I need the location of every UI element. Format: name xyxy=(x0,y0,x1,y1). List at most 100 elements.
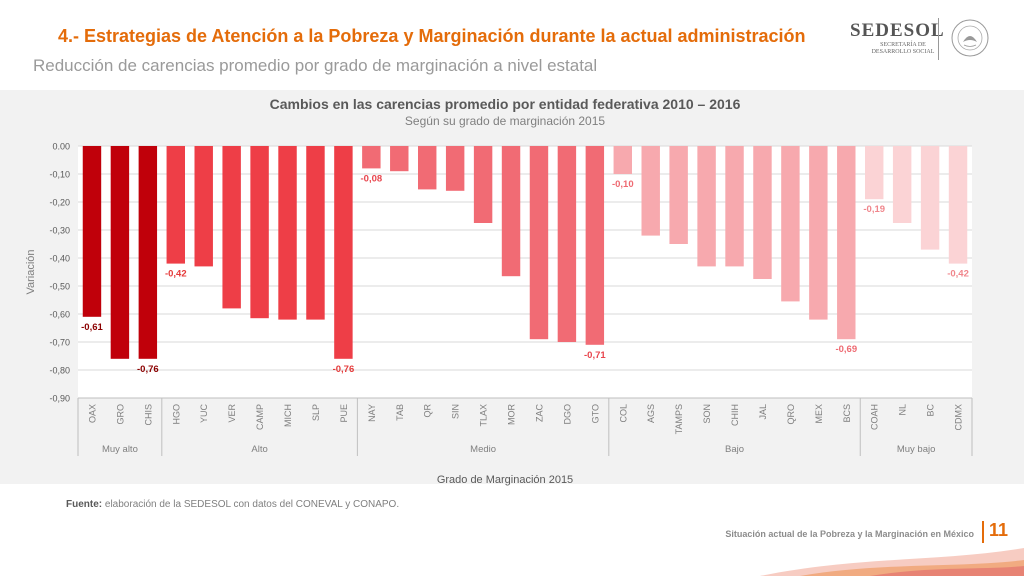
bar xyxy=(948,146,968,264)
x-tick-label: OAX xyxy=(87,404,97,423)
data-label: -0,19 xyxy=(863,204,885,215)
y-tick-label: -0,80 xyxy=(49,366,70,376)
bar xyxy=(837,146,856,340)
bar xyxy=(697,146,716,267)
bar xyxy=(473,146,493,223)
bar xyxy=(138,146,158,359)
y-tick-label: -0,60 xyxy=(49,310,70,320)
data-label: -0,76 xyxy=(137,364,159,375)
data-label: -0,42 xyxy=(165,269,187,280)
x-tick-label: COL xyxy=(618,404,628,423)
bar xyxy=(82,146,102,317)
x-tick-label: AGS xyxy=(646,404,656,423)
x-tick-label: MICH xyxy=(283,404,293,427)
y-tick-label: -0,40 xyxy=(49,254,70,264)
y-axis-title: Variación xyxy=(25,249,37,294)
bar xyxy=(110,146,130,359)
source-note: Fuente: elaboración de la SEDESOL con da… xyxy=(66,499,399,510)
x-tick-label: TAB xyxy=(395,404,405,421)
page-title: 4.- Estrategias de Atención a la Pobreza… xyxy=(58,26,806,46)
y-tick-label: -0,90 xyxy=(49,394,70,404)
bar xyxy=(557,146,577,342)
x-tick-label: CHIS xyxy=(143,404,153,426)
bar xyxy=(613,146,633,174)
chart-subtitle: Según su grado de marginación 2015 xyxy=(404,114,606,128)
sedesol-logo: SEDESOL SECRETARÍA DE DESARROLLO SOCIAL xyxy=(846,18,996,64)
footer-text: Situación actual de la Pobreza y la Marg… xyxy=(725,529,974,539)
bar xyxy=(892,146,912,223)
data-label: -0,61 xyxy=(81,322,103,333)
y-tick-label: 0.00 xyxy=(52,142,70,152)
x-tick-label: CHIH xyxy=(730,404,740,426)
source-text: elaboración de la SEDESOL con datos del … xyxy=(104,499,400,510)
x-tick-label: YUC xyxy=(199,404,209,424)
bar xyxy=(641,146,660,236)
x-tick-label: BC xyxy=(926,404,936,417)
chart-title: Cambios en las carencias promedio por en… xyxy=(269,96,741,112)
x-tick-label: GRO xyxy=(115,404,125,425)
source-label: Fuente: xyxy=(66,499,103,510)
data-label: -0,42 xyxy=(947,269,969,280)
footer-separator xyxy=(982,521,984,543)
data-label: -0,08 xyxy=(361,173,383,184)
bar xyxy=(194,146,213,267)
x-tick-label: MEX xyxy=(814,404,824,424)
bar xyxy=(278,146,297,320)
x-axis-title: Grado de Marginación 2015 xyxy=(436,474,574,486)
logo-subtitle: SECRETARÍA DE DESARROLLO SOCIAL xyxy=(871,42,935,55)
group-label: Muy alto xyxy=(102,444,138,455)
x-tick-label: BCS xyxy=(842,404,852,423)
bar xyxy=(166,146,186,264)
data-label: -0,69 xyxy=(835,344,857,355)
bar xyxy=(920,146,940,250)
x-tick-label: QRO xyxy=(786,404,796,425)
group-label: Medio xyxy=(470,444,496,455)
bar xyxy=(669,146,688,244)
y-tick-label: -0,70 xyxy=(49,338,70,348)
bar xyxy=(809,146,828,320)
x-tick-label: JAL xyxy=(758,404,768,420)
bar xyxy=(585,146,605,345)
group-label: Alto xyxy=(251,444,267,455)
bar-chart: 0.00 -0,10 -0,20 -0,30 -0,40 -0,50 -0,60 -0,70 -… xyxy=(25,142,973,456)
x-tick-label: MOR xyxy=(507,404,517,425)
group-label: Bajo xyxy=(725,444,744,455)
x-tick-label: QR xyxy=(423,403,433,417)
x-tick-label: DGO xyxy=(562,404,572,425)
page-subtitle: Reducción de carencias promedio por grad… xyxy=(33,56,598,75)
data-label: -0,76 xyxy=(333,364,355,375)
group-label: Muy bajo xyxy=(897,444,936,455)
y-tick-label: -0,10 xyxy=(49,170,70,180)
x-tick-label: COAH xyxy=(870,404,880,430)
bar xyxy=(864,146,884,200)
x-tick-label: NAY xyxy=(367,404,377,422)
bar xyxy=(250,146,269,319)
bar xyxy=(501,146,521,277)
logo-name: SEDESOL xyxy=(850,20,945,41)
bar xyxy=(725,146,744,267)
x-tick-label: CAMP xyxy=(255,404,265,430)
x-tick-label: PUE xyxy=(339,404,349,423)
x-tick-label: SLP xyxy=(311,404,321,421)
bar xyxy=(529,146,549,340)
x-tick-label: CDMX xyxy=(954,404,964,431)
x-tick-label: VER xyxy=(227,404,237,423)
bar xyxy=(445,146,465,191)
x-tick-label: TLAX xyxy=(479,404,489,427)
x-tick-label: GTO xyxy=(590,404,600,423)
y-tick-label: -0,30 xyxy=(49,226,70,236)
x-tick-label: NL xyxy=(898,404,908,416)
bar xyxy=(362,146,381,169)
data-label: -0,71 xyxy=(584,350,606,361)
coat-of-arms-icon xyxy=(951,19,989,57)
bar xyxy=(781,146,800,302)
bar xyxy=(753,146,772,279)
bar xyxy=(417,146,437,190)
y-tick-label: -0,50 xyxy=(49,282,70,292)
bar xyxy=(222,146,241,309)
x-tick-label: SIN xyxy=(451,404,461,419)
page-number: 11 xyxy=(989,520,1009,540)
x-tick-label: SON xyxy=(702,404,712,424)
y-tick-label: -0,20 xyxy=(49,198,70,208)
